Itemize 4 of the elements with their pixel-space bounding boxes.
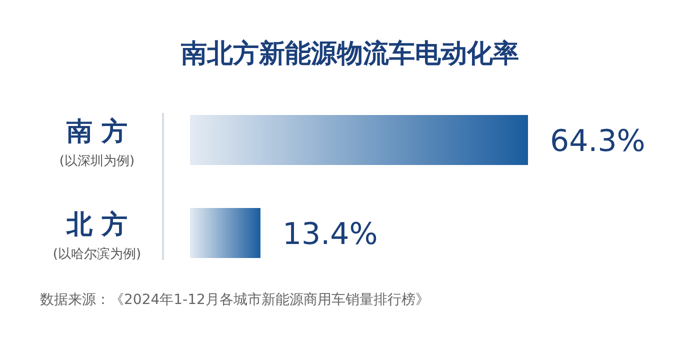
annotation: 数据来源：《2024年1-12月各城市新能源商用车销量排行榜》 (40, 292, 430, 308)
title: 南北方新能源物流车电动化率 (181, 39, 519, 69)
annotation: (以深圳为例) (59, 154, 135, 169)
annotation: (以哈尔滨为例) (52, 247, 142, 262)
